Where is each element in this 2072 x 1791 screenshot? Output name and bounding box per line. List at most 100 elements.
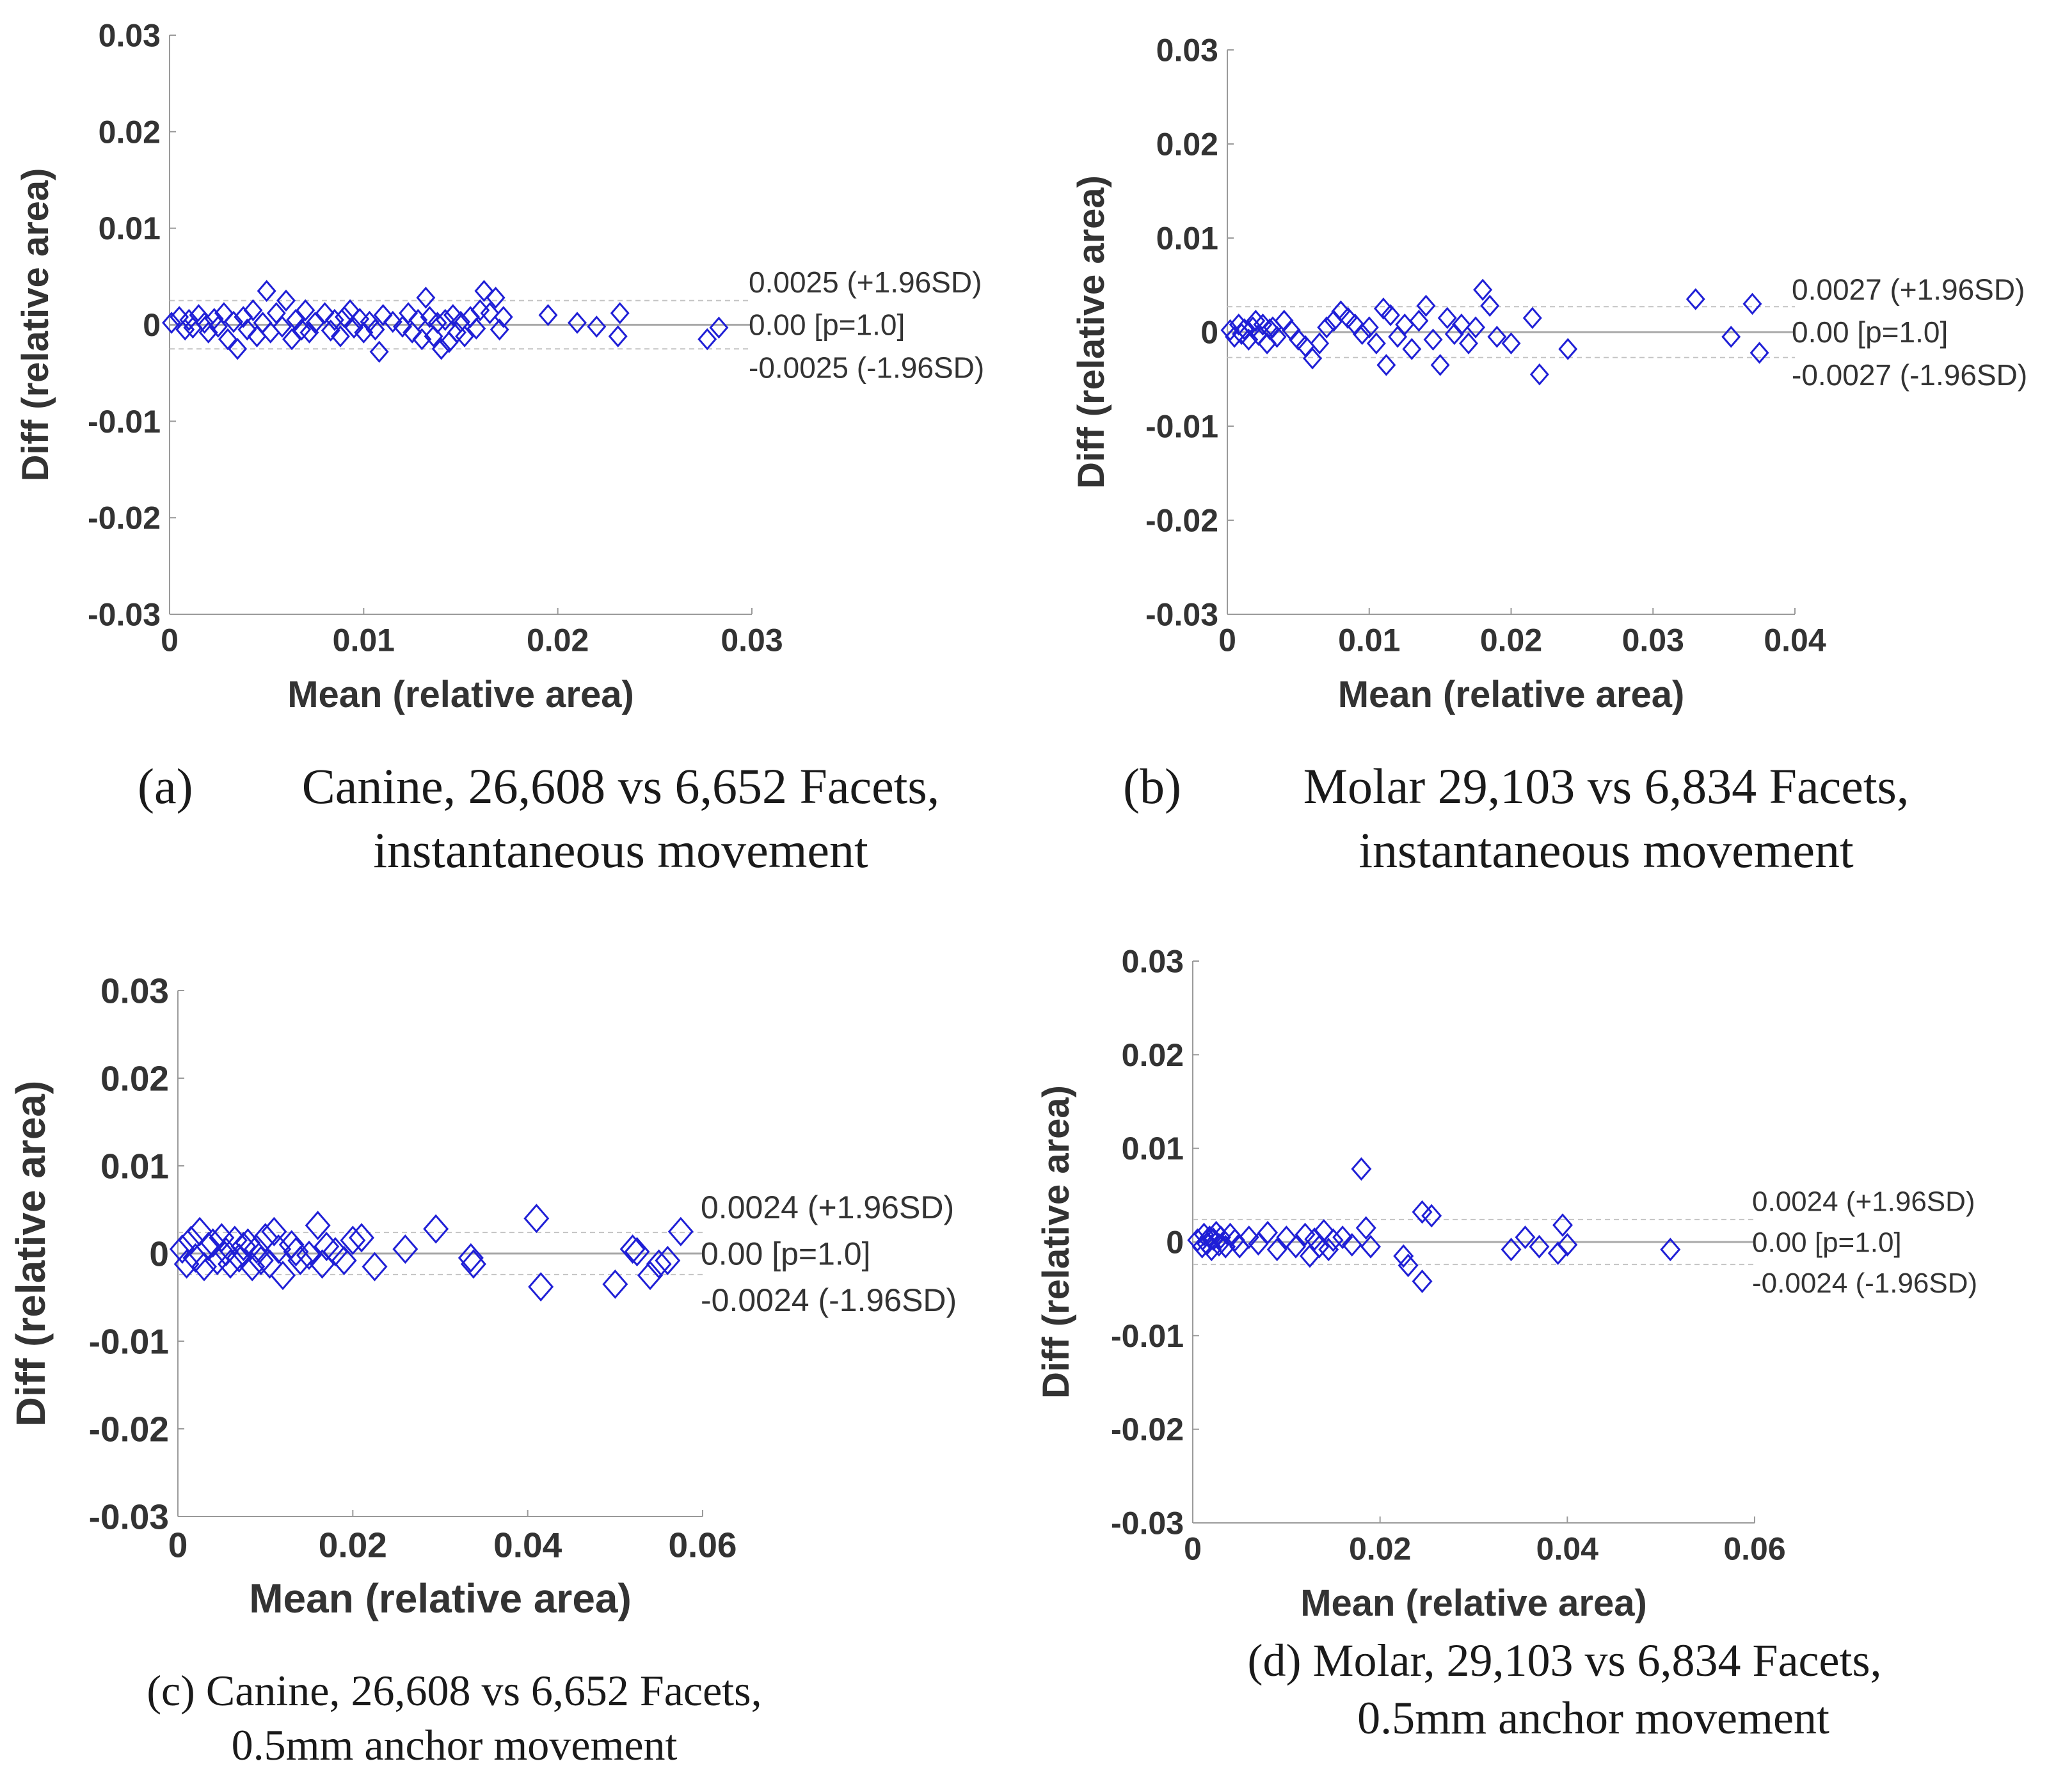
data-point-c: [187, 1216, 213, 1246]
data-point-d: [1355, 1216, 1376, 1240]
data-point-b: [1721, 326, 1741, 348]
data-point-d: [1208, 1233, 1229, 1257]
scatter-points-c: [169, 1204, 694, 1302]
caption-a-label: (a): [138, 758, 193, 814]
data-point-d: [1398, 1254, 1419, 1277]
data-point-a: [369, 340, 389, 363]
y-tick-label-b: 0.01: [1156, 221, 1218, 257]
data-point-c: [331, 1245, 357, 1275]
data-point-a: [416, 287, 436, 309]
y-tick-label-d: 0.02: [1122, 1037, 1184, 1073]
data-point-a: [214, 302, 234, 324]
data-point-c: [266, 1234, 292, 1264]
data-point-b: [1466, 316, 1486, 338]
data-point-a: [162, 312, 182, 334]
data-point-c: [244, 1234, 269, 1264]
y-tick-label-c: -0.01: [89, 1321, 169, 1361]
data-point-d: [1295, 1222, 1316, 1246]
upper-loa-annotation-d: 0.0024 (+1.96SD): [1752, 1186, 1975, 1218]
data-point-d: [1360, 1234, 1382, 1259]
chart-panel-b: -0.03 -0.02 -0.01 0 0.01 0.02 0.03 0 0.01 0.02 0.0…: [1071, 33, 2027, 716]
y-axis-label-a: Diff (relative area): [15, 168, 56, 482]
data-point-a: [340, 299, 360, 322]
data-point-b: [1310, 332, 1330, 354]
data-point-c: [218, 1249, 243, 1279]
data-point-c: [624, 1237, 650, 1267]
x-tick-label-a: 0: [161, 623, 179, 658]
data-point-a: [493, 306, 513, 328]
x-tick-label-b: 0: [1218, 623, 1236, 658]
data-point-b: [1338, 306, 1358, 330]
data-point-a: [373, 304, 393, 326]
y-tick-label-c: 0.02: [100, 1058, 169, 1098]
x-tick-label-b: 0.02: [1480, 623, 1542, 658]
data-point-b: [1416, 294, 1436, 317]
caption-c-line1: (c) Canine, 26,608 vs 6,652 Facets,: [134, 1664, 774, 1718]
data-point-c: [305, 1211, 331, 1241]
data-point-d: [1393, 1244, 1414, 1268]
data-point-d: [1501, 1238, 1522, 1262]
mean-annotation-d: 0.00 [p=1.0]: [1752, 1227, 1902, 1258]
data-point-b: [1381, 304, 1401, 326]
data-point-b: [1388, 326, 1408, 348]
scatter-points-d: [1187, 1157, 1681, 1293]
data-point-d: [1552, 1213, 1574, 1238]
data-point-a: [276, 289, 296, 312]
y-tick-label-a: -0.03: [88, 597, 161, 633]
lower-loa-annotation-c: -0.0024 (-1.96SD): [701, 1282, 957, 1318]
data-point-c: [261, 1216, 287, 1246]
data-point-a: [299, 321, 319, 344]
data-point-a: [408, 308, 428, 331]
data-point-b: [1288, 328, 1308, 351]
data-point-d: [1238, 1225, 1259, 1250]
x-tick-label-c: 0.04: [493, 1525, 562, 1564]
data-point-c: [195, 1232, 221, 1262]
upper-loa-annotation-a: 0.0025 (+1.96SD): [749, 266, 982, 299]
data-point-a: [204, 308, 224, 330]
data-point-a: [243, 299, 263, 322]
data-point-b: [1317, 316, 1337, 338]
data-point-c: [362, 1252, 388, 1282]
data-point-c: [458, 1243, 484, 1273]
scatter-points-b: [1220, 278, 1769, 386]
y-tick-label-b: 0.02: [1156, 127, 1218, 163]
x-tick-label-d: 0.02: [1349, 1531, 1411, 1567]
data-point-a: [247, 325, 267, 347]
upper-loa-annotation-c: 0.0024 (+1.96SD): [701, 1190, 954, 1225]
y-tick-label-d: -0.01: [1111, 1318, 1184, 1354]
y-tick-label-a: -0.02: [88, 500, 161, 536]
data-point-a: [257, 280, 276, 302]
data-point-b: [1366, 332, 1386, 354]
data-point-a: [315, 302, 335, 324]
data-point-a: [587, 315, 607, 338]
data-point-c: [392, 1234, 418, 1264]
y-tick-label-d: 0.01: [1122, 1131, 1184, 1166]
data-point-c: [460, 1249, 486, 1279]
lower-loa-annotation-a: -0.0025 (-1.96SD): [749, 351, 984, 384]
data-point-c: [423, 1214, 449, 1244]
data-point-b: [1229, 314, 1248, 336]
data-point-d: [1341, 1233, 1362, 1257]
data-point-b: [1402, 338, 1422, 360]
x-tick-label-c: 0: [168, 1525, 188, 1564]
data-point-a: [412, 328, 432, 351]
caption-b-line1: Molar 29,103 vs 6,834 Facets,: [1303, 758, 1909, 814]
y-axis-label-d: Diff (relative area): [1035, 1085, 1077, 1399]
data-point-a: [260, 321, 280, 344]
data-point-a: [237, 318, 257, 341]
data-point-a: [224, 310, 244, 333]
data-point-c: [173, 1249, 200, 1279]
chart-panel-a: -0.03 -0.02 -0.01 0 0.01 0.02 0.03 0 0.01 0.02 0.0…: [15, 18, 984, 716]
data-point-a: [431, 337, 451, 360]
caption-a-line1: Canine, 26,608 vs 6,652 Facets,: [301, 758, 940, 814]
data-point-d: [1257, 1220, 1279, 1245]
data-point-b: [1373, 298, 1393, 320]
data-point-d: [1276, 1225, 1297, 1250]
data-point-b: [1480, 294, 1500, 317]
data-point-b: [1522, 306, 1542, 330]
data-point-d: [1266, 1238, 1287, 1262]
data-point-a: [344, 316, 364, 339]
data-point-b: [1220, 319, 1240, 342]
data-point-b: [1376, 354, 1396, 376]
